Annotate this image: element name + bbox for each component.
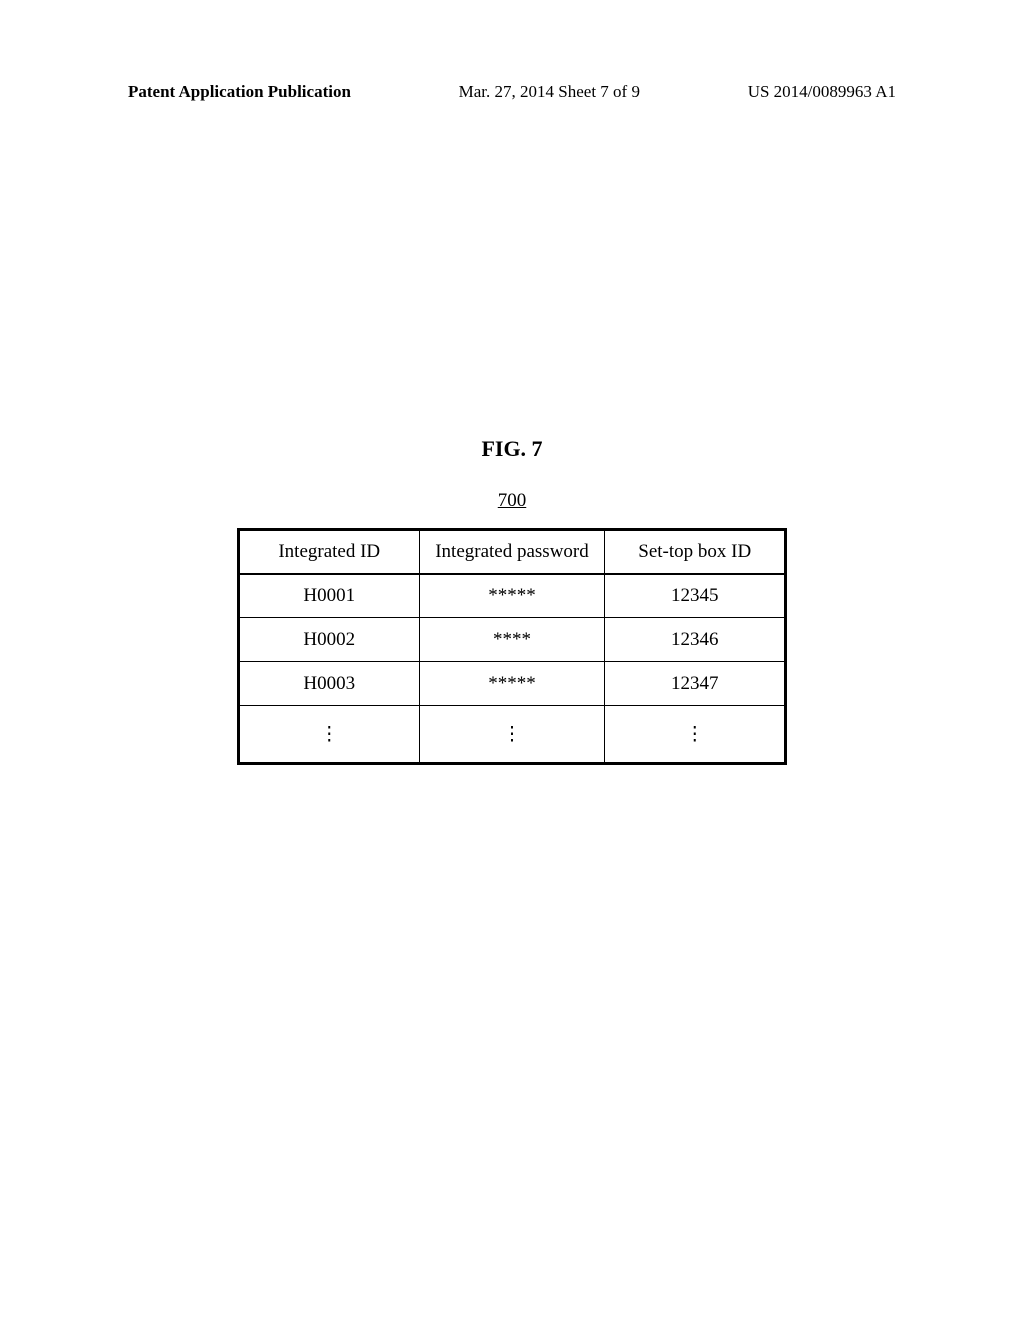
cell-integrated-password: ***** [419,662,605,706]
col-header-integrated-password: Integrated password [419,530,605,574]
figure-label: FIG. 7 [0,436,1024,462]
table-row-ellipsis: ⋮ ⋮ ⋮ [239,706,786,764]
data-table-wrap: Integrated ID Integrated password Set-to… [237,528,787,765]
cell-settop-box-id: 12347 [605,662,786,706]
header-date-sheet: Mar. 27, 2014 Sheet 7 of 9 [459,82,640,102]
page-header: Patent Application Publication Mar. 27, … [128,82,896,102]
cell-settop-box-id: 12345 [605,574,786,618]
cell-ellipsis: ⋮ [605,706,786,764]
cell-ellipsis: ⋮ [419,706,605,764]
table-row: H0001 ***** 12345 [239,574,786,618]
data-table: Integrated ID Integrated password Set-to… [237,528,787,765]
header-pub-number: US 2014/0089963 A1 [748,82,896,102]
cell-integrated-id: H0002 [239,618,420,662]
cell-integrated-id: H0001 [239,574,420,618]
cell-integrated-id: H0003 [239,662,420,706]
col-header-integrated-id: Integrated ID [239,530,420,574]
cell-integrated-password: ***** [419,574,605,618]
header-publication: Patent Application Publication [128,82,351,102]
table-row: H0003 ***** 12347 [239,662,786,706]
col-header-settop-box-id: Set-top box ID [605,530,786,574]
table-row: H0002 **** 12346 [239,618,786,662]
table-header-row: Integrated ID Integrated password Set-to… [239,530,786,574]
cell-ellipsis: ⋮ [239,706,420,764]
figure-ref-number: 700 [0,490,1024,512]
cell-integrated-password: **** [419,618,605,662]
cell-settop-box-id: 12346 [605,618,786,662]
